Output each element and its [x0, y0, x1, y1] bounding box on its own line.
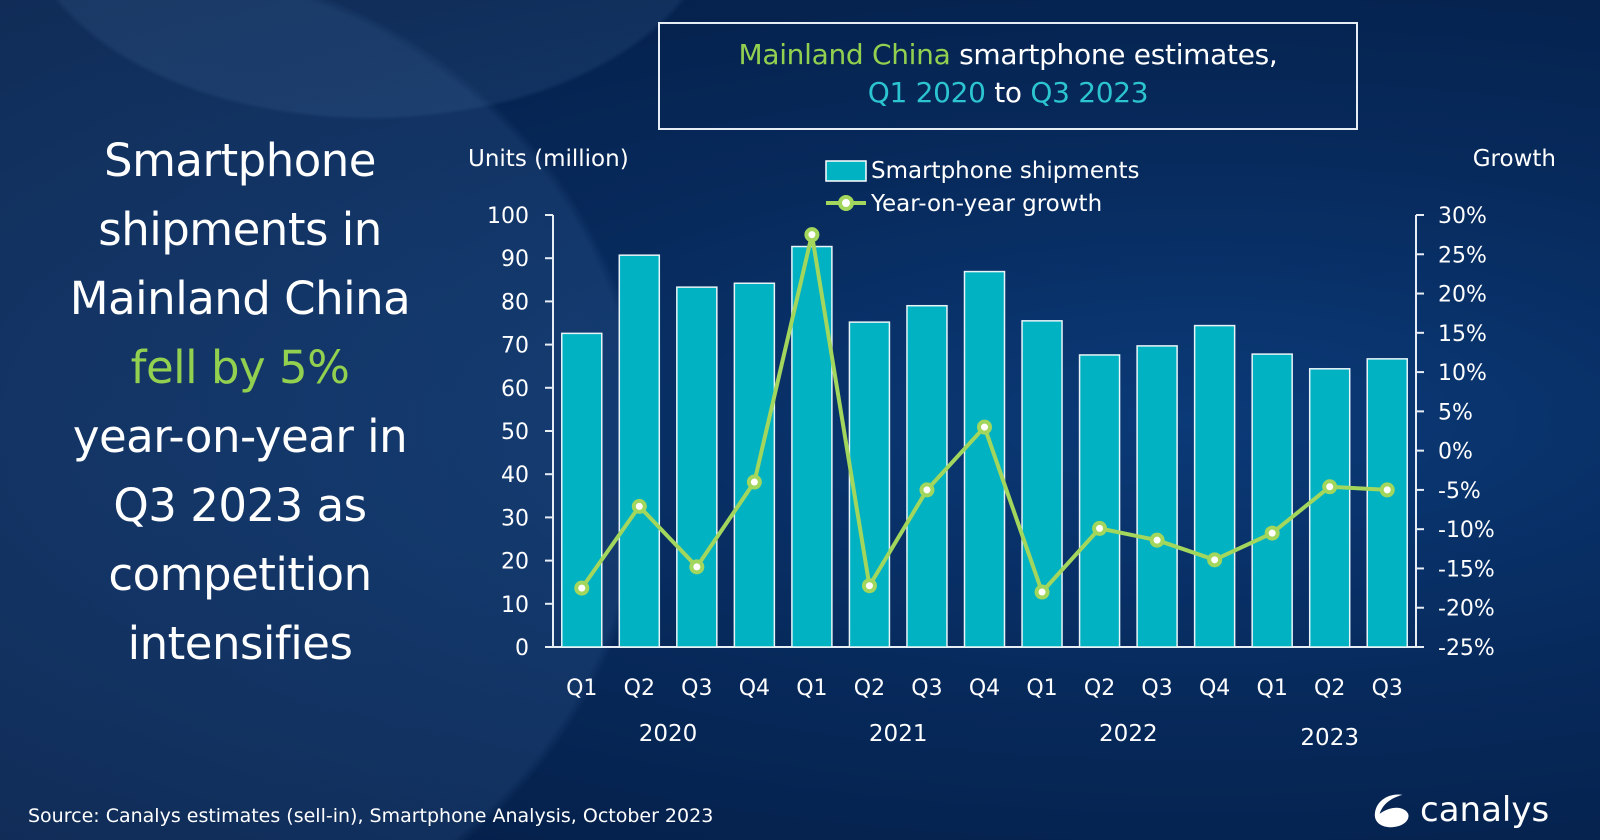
growth-point [1207, 552, 1223, 568]
logo-text: canalys [1420, 790, 1550, 830]
y-tick-label: 60 [501, 377, 529, 402]
x-tick-label: Q2 [624, 676, 655, 701]
year-label: 2021 [869, 721, 928, 747]
headline-line: Q3 2023 as [113, 479, 367, 532]
y-axis-label: Units (million) [468, 146, 629, 172]
y2-tick-label: 0% [1438, 440, 1473, 465]
y2-tick-label: 5% [1438, 400, 1473, 425]
title-region: Mainland China [738, 38, 951, 71]
bar [848, 321, 891, 648]
growth-point [1379, 482, 1395, 498]
legend-line-marker [838, 195, 854, 211]
title-to: to [985, 76, 1031, 109]
bar [733, 282, 776, 648]
legend-bar-swatch [825, 160, 867, 182]
y2-tick-label: 20% [1438, 283, 1487, 308]
growth-point [1092, 520, 1108, 536]
x-tick-label: Q1 [1026, 676, 1057, 701]
source-note: Source: Canalys estimates (sell-in), Sma… [28, 805, 714, 827]
growth-point [1149, 532, 1165, 548]
bar [1136, 345, 1178, 648]
chart-title: Mainland China smartphone estimates, Q1 … [658, 22, 1358, 130]
x-tick-label: Q2 [854, 676, 885, 701]
canalys-logo-icon [1374, 794, 1409, 828]
x-tick-label: Q1 [1257, 676, 1288, 701]
headline-highlight: fell by 5% [130, 341, 350, 394]
x-tick-label: Q1 [566, 676, 597, 701]
bar [1193, 324, 1236, 648]
legend-line-label: Year-on-year growth [870, 191, 1102, 217]
y-tick-label: 30 [501, 506, 529, 531]
growth-point [1322, 479, 1338, 495]
x-tick-label: Q2 [1084, 676, 1115, 701]
x-tick-label: Q4 [1199, 676, 1230, 701]
y-tick-label: 20 [501, 550, 529, 575]
growth-point [631, 498, 647, 514]
growth-point [1034, 584, 1050, 600]
bar [1308, 368, 1351, 648]
bar [561, 332, 603, 648]
bar [1078, 354, 1121, 648]
growth-point [746, 474, 762, 490]
year-label: 2023 [1300, 725, 1359, 751]
y-tick-label: 50 [501, 420, 529, 445]
title-end: Q3 2023 [1030, 76, 1149, 109]
y2-tick-label: 15% [1438, 322, 1487, 347]
growth-point [977, 419, 992, 435]
year-label: 2022 [1099, 721, 1158, 747]
bar [676, 286, 718, 648]
growth-point [689, 559, 705, 575]
growth-point [861, 578, 877, 594]
bar [1366, 358, 1408, 648]
y2-tick-label: -5% [1438, 479, 1481, 504]
y2-tick-label: -25% [1438, 636, 1495, 661]
x-tick-label: Q4 [969, 676, 1000, 701]
headline-line: competition [108, 548, 372, 601]
y2-tick-label: -15% [1438, 557, 1495, 582]
headline-line: Mainland China [69, 272, 411, 325]
x-tick-label: Q2 [1314, 676, 1345, 701]
headline-line: year-on-year in [72, 410, 408, 463]
y-tick-label: 40 [501, 463, 529, 488]
legend-bar-label: Smartphone shipments [871, 158, 1140, 184]
x-tick-label: Q1 [796, 676, 827, 701]
growth-point [804, 227, 820, 243]
growth-point [919, 482, 935, 498]
bar [963, 270, 1006, 648]
x-tick-label: Q4 [739, 676, 770, 701]
headline-line: Smartphone [104, 134, 376, 187]
title-text: smartphone estimates, [950, 38, 1278, 71]
y2-tick-label: -20% [1438, 597, 1495, 622]
x-tick-label: Q3 [1372, 676, 1403, 701]
x-tick-label: Q3 [911, 676, 942, 701]
headline-line: intensifies [127, 617, 353, 670]
headline: Smartphone shipments in Mainland China f… [20, 126, 460, 678]
growth-point [1264, 525, 1280, 541]
y-tick-label: 90 [501, 247, 529, 272]
y-tick-label: 0 [515, 636, 529, 661]
bar [791, 245, 833, 648]
y2-tick-label: 30% [1438, 204, 1487, 229]
year-label: 2020 [639, 721, 698, 747]
x-tick-label: Q3 [681, 676, 712, 701]
y-tick-label: 80 [501, 290, 529, 315]
y-tick-label: 10 [501, 593, 529, 618]
headline-line: shipments in [98, 203, 382, 256]
title-start: Q1 2020 [867, 76, 986, 109]
y2-tick-label: -10% [1438, 518, 1495, 543]
bar [1251, 353, 1293, 648]
bar [618, 254, 661, 648]
growth-point [574, 580, 590, 596]
x-tick-label: Q3 [1141, 676, 1172, 701]
y2-tick-label: 10% [1438, 361, 1487, 386]
y2-tick-label: 25% [1438, 243, 1487, 268]
canalys-logo: canalys [1372, 790, 1582, 830]
y-tick-label: 100 [487, 204, 529, 229]
y-tick-label: 70 [501, 334, 529, 359]
y2-axis-label: Growth [1473, 146, 1556, 172]
chart: Units (million) Growth Smartphone shipme… [468, 146, 1556, 751]
